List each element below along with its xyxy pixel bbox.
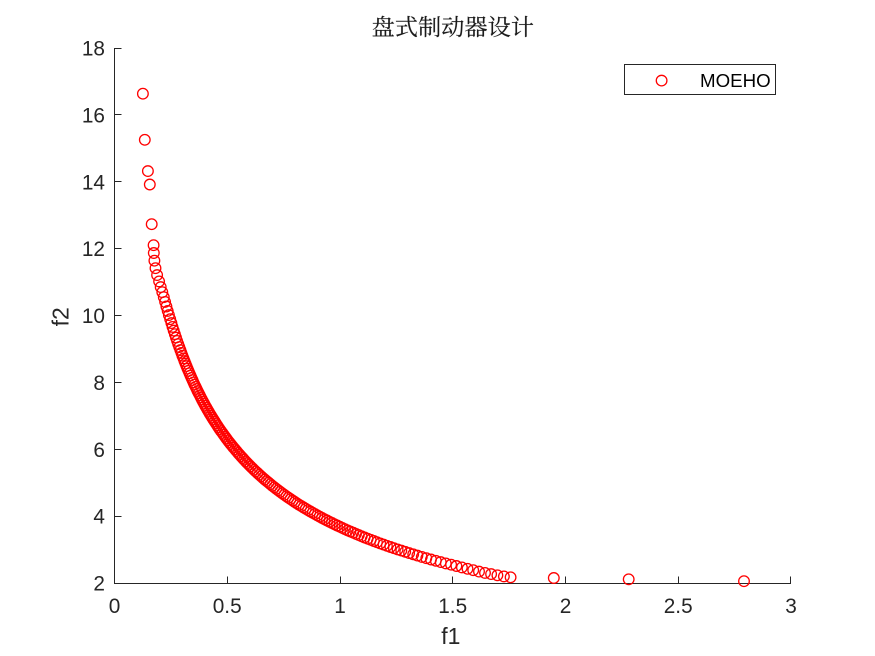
svg-text:10: 10 [82,305,105,328]
svg-text:2: 2 [93,573,105,596]
svg-text:f2: f2 [48,307,74,326]
svg-text:1.5: 1.5 [438,595,467,618]
svg-text:18: 18 [82,38,105,61]
svg-text:3: 3 [785,595,797,618]
svg-text:2.5: 2.5 [664,595,693,618]
svg-text:8: 8 [93,372,105,395]
svg-text:6: 6 [93,439,105,462]
svg-text:0.5: 0.5 [213,595,242,618]
svg-text:4: 4 [93,506,105,529]
svg-text:1: 1 [334,595,346,618]
svg-text:MOEHO: MOEHO [700,70,771,91]
svg-text:2: 2 [560,595,572,618]
svg-text:16: 16 [82,104,105,127]
svg-text:0: 0 [109,595,121,618]
svg-text:14: 14 [82,171,105,194]
svg-text:12: 12 [82,238,105,261]
svg-text:f1: f1 [441,623,460,649]
